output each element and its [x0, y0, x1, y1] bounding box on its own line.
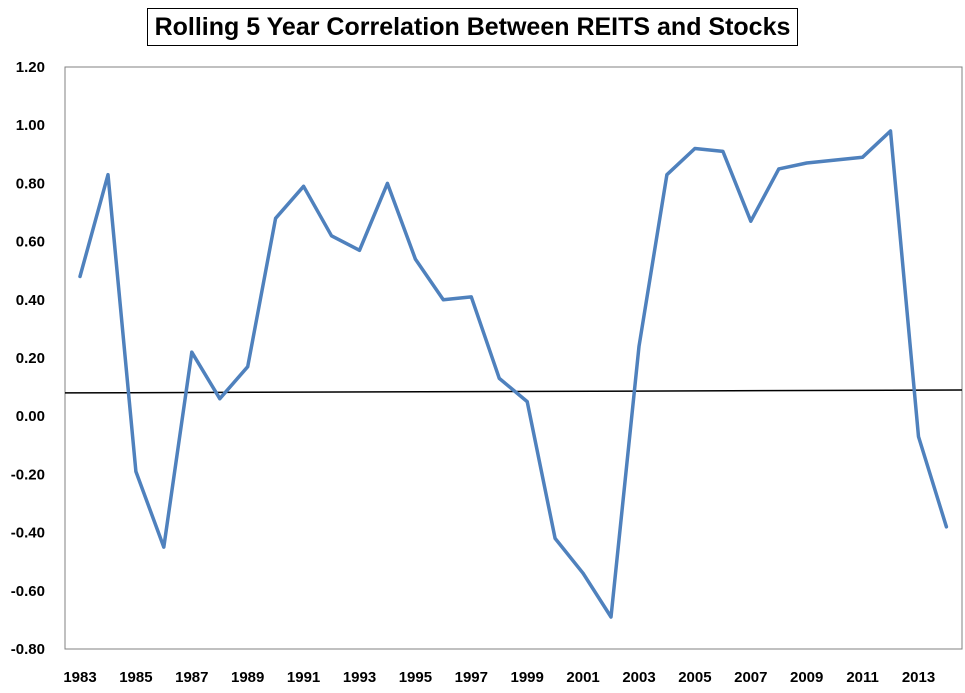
data-point: [553, 536, 557, 540]
data-point: [441, 298, 445, 302]
x-axis-ticks: 1983 1985 1987 1989 1991 1993 1995 1997 1999 2001…: [63, 669, 935, 686]
y-tick-label: 0.60: [16, 234, 45, 251]
data-point: [358, 248, 361, 252]
data-point: [833, 158, 837, 162]
x-tick-label: 2003: [622, 669, 655, 686]
data-point: [889, 129, 893, 133]
data-point: [330, 234, 334, 238]
x-tick-label: 1993: [343, 669, 376, 686]
x-tick-label: 2005: [678, 669, 711, 686]
series-line: [78, 129, 949, 619]
data-point: [609, 615, 613, 619]
x-tick-label: 1989: [231, 669, 264, 686]
data-point: [917, 435, 920, 439]
y-tick-label: -0.20: [11, 466, 45, 483]
data-point: [274, 216, 278, 220]
x-tick-label: 1991: [287, 669, 320, 686]
data-point: [721, 149, 725, 153]
data-point: [497, 376, 501, 380]
series-group: [78, 129, 949, 619]
y-axis-ticks: 1.20 1.00 0.80 0.60 0.40 0.20 0.00 -0.20 -0.40 -0…: [11, 59, 45, 658]
y-tick-label: 1.20: [16, 59, 45, 76]
data-point: [106, 173, 110, 177]
data-point: [665, 173, 669, 177]
x-tick-label: 1985: [119, 669, 152, 686]
x-tick-label: 2009: [790, 669, 823, 686]
data-point: [581, 571, 585, 575]
x-tick-label: 2001: [566, 669, 599, 686]
y-tick-label: 0.80: [16, 175, 45, 192]
y-tick-label: -0.40: [11, 525, 45, 542]
x-tick-label: 1995: [399, 669, 432, 686]
y-tick-label: 0.20: [16, 350, 45, 367]
data-point: [805, 161, 809, 165]
data-point: [134, 469, 138, 473]
data-point: [861, 155, 865, 159]
x-tick-label: 2007: [734, 669, 767, 686]
data-point: [162, 545, 166, 549]
data-point: [190, 350, 194, 354]
data-point: [218, 397, 222, 401]
x-tick-label: 2013: [902, 669, 935, 686]
y-tick-label: 1.00: [16, 117, 45, 134]
data-point: [413, 257, 417, 261]
data-point: [385, 181, 389, 185]
data-point: [246, 365, 250, 369]
x-tick-label: 2011: [846, 669, 879, 686]
data-point: [693, 146, 697, 150]
data-point: [78, 275, 82, 279]
data-point: [525, 400, 529, 404]
plot-area: [64, 66, 963, 650]
x-tick-label: 1987: [175, 669, 208, 686]
data-point: [944, 525, 948, 529]
y-tick-label: -0.60: [11, 583, 45, 600]
data-point: [637, 344, 641, 348]
data-point: [777, 167, 781, 171]
x-tick-label: 1983: [63, 669, 96, 686]
data-point: [469, 295, 473, 299]
y-tick-label: 0.00: [16, 408, 45, 425]
data-point: [302, 184, 306, 188]
y-tick-label: -0.80: [11, 641, 45, 658]
x-tick-label: 1999: [511, 669, 544, 686]
x-tick-label: 1997: [455, 669, 488, 686]
chart-title: Rolling 5 Year Correlation Between REITS…: [147, 8, 798, 46]
y-tick-label: 0.40: [16, 292, 45, 309]
data-point: [749, 219, 753, 223]
